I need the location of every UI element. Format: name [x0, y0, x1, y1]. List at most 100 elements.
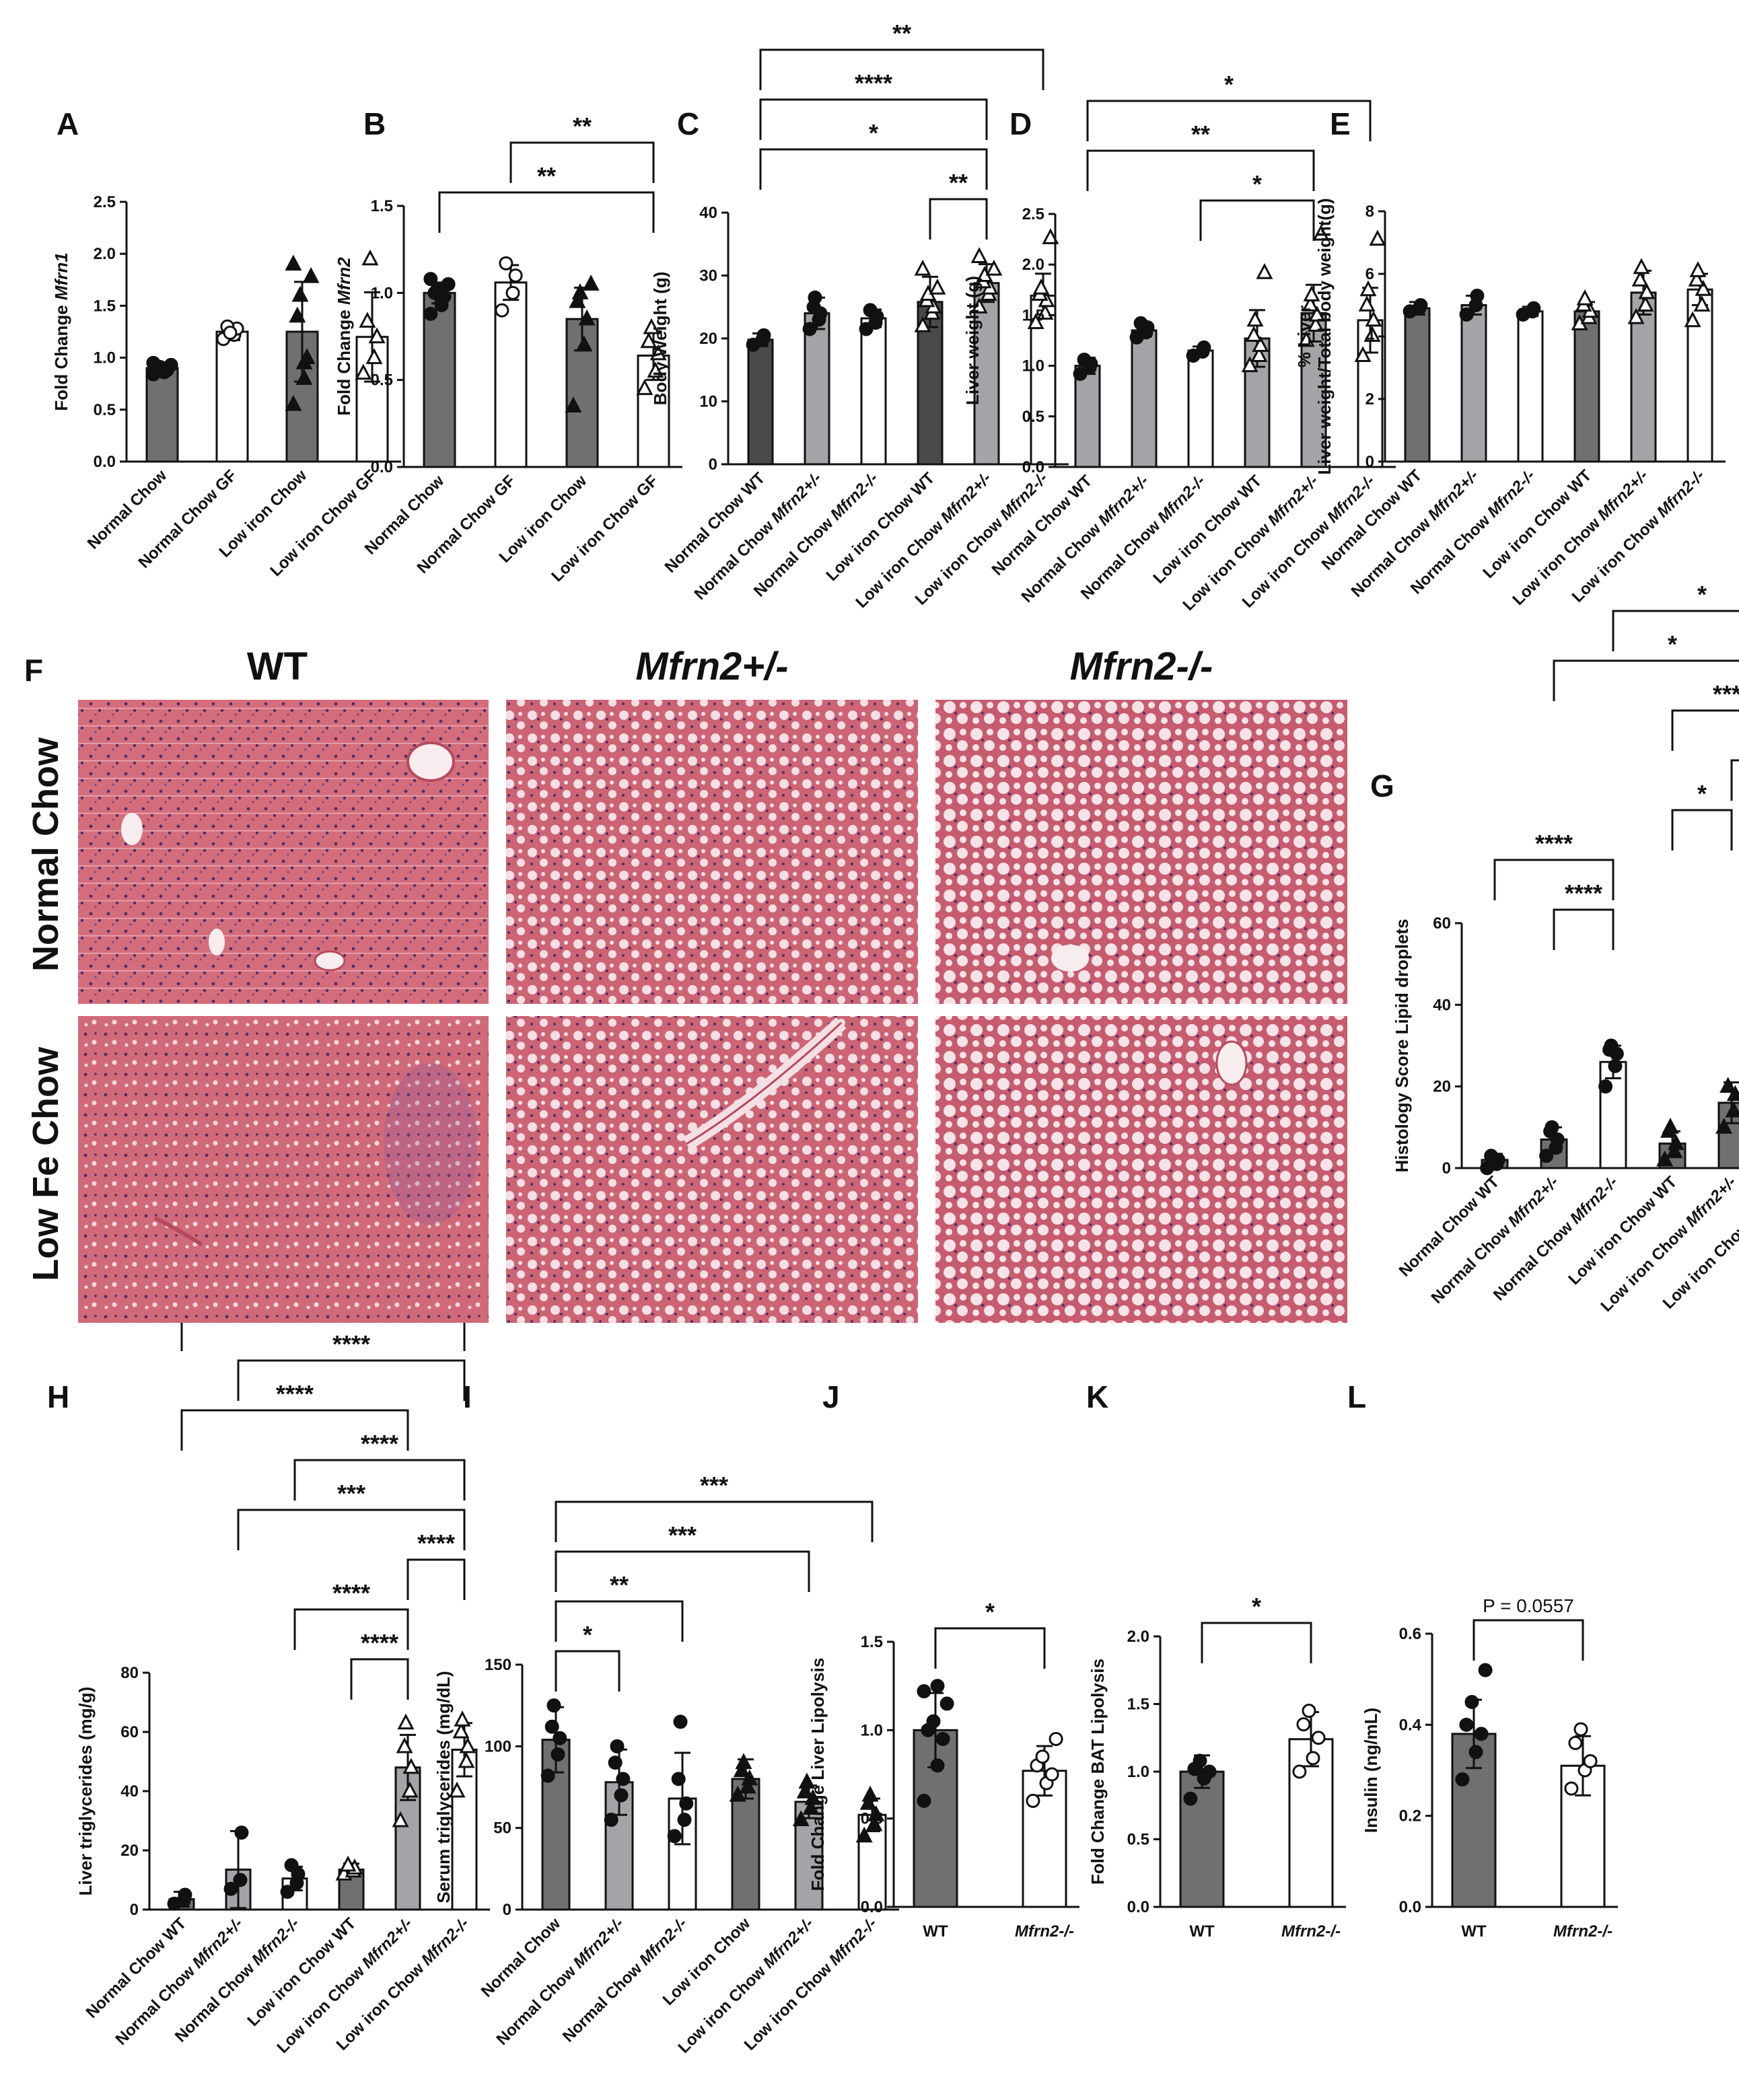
y-tick-label: 150 [485, 1656, 511, 1674]
significance-bracket [509, 141, 655, 183]
y-tick-label: 0.5 [1022, 408, 1044, 426]
bar [394, 1766, 421, 1911]
significance-bracket [929, 198, 988, 240]
data-point [930, 1679, 945, 1694]
chart-G: G 0 20 40 60 Histology Score Lipid dropletsNo… [1370, 581, 1739, 1315]
data-point [546, 1698, 561, 1713]
data-point [735, 1753, 752, 1770]
bar [494, 281, 528, 468]
y-tick-label: 0.0 [94, 453, 116, 471]
y-tick-label: 40 [1433, 996, 1451, 1014]
data-point [434, 297, 449, 312]
panel-label: C [677, 106, 699, 141]
data-point [1633, 258, 1650, 275]
data-point [1358, 295, 1376, 312]
vessel-lumen [209, 929, 225, 955]
histology-panel: F WT Mfrn2+/- Mfrn2-/- Normal Chow Low F… [24, 645, 1347, 1323]
micrograph-lowfe-mfrn2-het [506, 1016, 918, 1323]
data-point [604, 1813, 618, 1827]
data-point [454, 1710, 471, 1727]
data-point [396, 1737, 413, 1753]
category-label: Mfrn2-/- [1281, 1922, 1341, 1941]
data-point [930, 1758, 945, 1773]
data-point [1308, 305, 1326, 322]
data-point [802, 322, 817, 336]
significance-bracket [1201, 1622, 1312, 1663]
category-label: Low iron Chow WT [1565, 1173, 1680, 1289]
data-point [1369, 229, 1386, 246]
y-tick-label: 20 [699, 330, 717, 348]
data-point [729, 1785, 746, 1802]
data-point [608, 1755, 623, 1770]
y-tick-label: 2.5 [1022, 205, 1044, 223]
data-point [1245, 326, 1263, 342]
data-point [1246, 310, 1264, 327]
y-axis-label: % Liver [1294, 305, 1314, 368]
data-point [929, 278, 946, 295]
y-tick-label: 1.0 [371, 284, 393, 302]
y-tick-label: 1.5 [1022, 306, 1044, 324]
data-point [1311, 1731, 1326, 1745]
data-point [284, 1858, 299, 1873]
data-point [339, 1855, 357, 1872]
y-tick-label: 40 [699, 204, 717, 222]
y-tick-label: 1.5 [861, 1633, 883, 1651]
chart-K: K 0.0 0.5 1.0 1.5 2.0 Fold Change BAT Lipolysi… [1086, 1379, 1346, 1941]
y-tick-label: 0 [1442, 1159, 1451, 1178]
data-point [565, 396, 582, 412]
data-point [285, 254, 302, 271]
significance-bracket [555, 1600, 684, 1642]
data-point [1583, 1753, 1598, 1768]
significance-label: * [1224, 71, 1234, 98]
data-point [1464, 1695, 1479, 1709]
significance-label: **** [855, 69, 892, 97]
panel-label-F: F [24, 653, 43, 688]
data-point [401, 1781, 419, 1798]
data-point [289, 306, 306, 323]
data-point [402, 1758, 420, 1774]
data-point [569, 292, 586, 308]
data-point [861, 1785, 879, 1802]
panel-label: A [57, 106, 79, 141]
significance-label: ** [573, 112, 592, 140]
data-point [855, 1826, 873, 1843]
data-point [1608, 1058, 1623, 1073]
y-tick-label: 0 [709, 456, 717, 474]
data-point [285, 394, 302, 411]
category-label: Normal Chow WT [662, 469, 769, 577]
row-header-normal-chow: Normal Chow [26, 737, 66, 972]
category-label: Low iron Chow WT [244, 1914, 359, 2030]
data-point [1485, 1153, 1500, 1167]
data-point [636, 379, 653, 396]
data-point [917, 1793, 931, 1808]
data-point [1256, 263, 1273, 279]
data-point [146, 355, 161, 370]
significance-bracket [350, 1658, 409, 1700]
bar [747, 338, 774, 466]
data-point [1631, 270, 1649, 287]
data-point [505, 285, 520, 300]
significance-bracket [759, 98, 988, 140]
vessel-lumen [406, 741, 455, 782]
y-axis-label: Fold Change Liver Lipolysis [808, 1658, 828, 1891]
significance-bracket [1671, 809, 1733, 850]
data-point [423, 272, 438, 287]
bar [1460, 304, 1487, 463]
data-point [365, 348, 383, 365]
y-tick-label: 20 [1433, 1078, 1451, 1096]
significance-bracket [1553, 908, 1614, 950]
data-point [544, 1719, 559, 1734]
panel-label: K [1086, 1379, 1108, 1414]
data-point [985, 259, 1003, 276]
significance-bracket [934, 1627, 1046, 1669]
data-point [667, 1829, 682, 1844]
y-tick-label: 1.5 [94, 297, 116, 315]
vessel-lumen [314, 950, 346, 972]
data-point [1545, 1120, 1559, 1134]
micrograph-normal-mfrn2-ko [935, 700, 1347, 1004]
significance-bracket [759, 48, 1044, 90]
data-point [1459, 307, 1474, 322]
data-point [1035, 1749, 1050, 1764]
